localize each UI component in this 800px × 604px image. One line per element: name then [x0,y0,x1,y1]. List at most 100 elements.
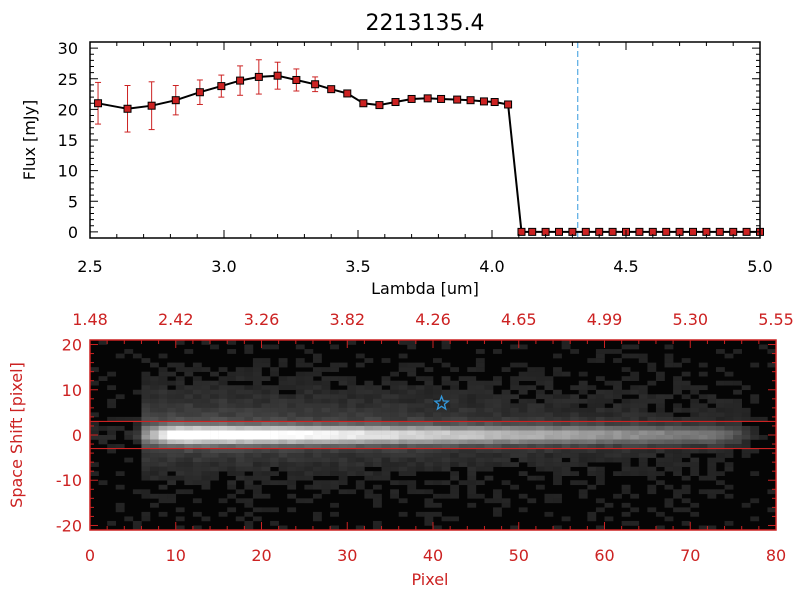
heatmap-cell [90,430,99,436]
heatmap-cell [252,407,262,413]
heatmap-cell [321,471,331,477]
heatmap-cell [141,403,151,409]
spectrum-y-label: Flux [mJy] [20,100,39,181]
heatmap-cell [287,385,297,391]
heatmap-cell [244,475,254,481]
source-star-icon [433,394,450,411]
heatmap-cell [150,380,159,386]
heatmap-cell [707,439,717,445]
heatmap-cell [715,457,725,463]
heatmap-cell [493,376,502,382]
heatmap-cell [175,416,185,422]
heatmap-cell [458,389,468,395]
heatmap-cell [655,525,665,531]
heatmap-cell [372,439,382,445]
spectrum-frame [89,41,761,239]
heatmap-cell [270,425,279,431]
y-tick-label: 0 [68,223,78,242]
heatmap-cell [707,398,717,404]
heatmap-cell [158,376,168,382]
heatmap-cell [372,394,382,400]
heatmap-cell [553,407,562,413]
heatmap-cell [355,389,365,395]
heatmap-cell [407,471,417,477]
heatmap-cell [381,435,391,440]
heatmap-cell [270,412,279,418]
heatmap-cell [553,398,562,404]
heatmap-cell [381,425,391,431]
pixel-tick-label: 50 [509,546,529,565]
heatmap-cell [424,367,434,372]
heatmap-cell [295,398,305,404]
heatmap-cell [587,430,597,436]
heatmap-cell [141,430,151,436]
heatmap-cell [561,344,571,350]
heatmap-cell [441,466,451,472]
heatmap-cell [535,367,545,372]
heatmap-cell [124,416,134,422]
heatmap-cell [175,340,185,345]
heatmap-cell [252,489,262,495]
heatmap-cell [355,362,365,368]
heatmap-cell [355,394,365,400]
heatmap-cell [595,448,605,454]
heatmap-cell [270,448,279,454]
heatmap-cell [270,480,279,486]
heatmap-cell [450,389,460,395]
heatmap-cell [407,484,417,490]
heatmap-cell [475,407,485,413]
heatmap-cell [107,398,117,404]
heatmap-cell [715,471,725,477]
heatmap-cell [664,457,674,463]
flux-point [147,101,156,110]
heatmap-cell [175,516,185,522]
y-tick-label: 5 [68,192,78,211]
heatmap-cell [184,349,194,354]
flux-point [453,95,462,104]
heatmap-cell [664,344,674,350]
heatmap-cell [553,444,562,449]
heatmap-cell [364,407,374,413]
heatmap-cell [192,403,202,409]
heatmap-cell [407,389,417,395]
heatmap-cell [312,407,322,413]
heatmap-cell [287,493,297,499]
heatmap-cell [304,453,314,458]
heatmap-cell [347,403,357,409]
heatmap-cell [424,502,434,508]
heatmap-cell [210,425,219,431]
heatmap-cell [321,444,331,449]
heatmap-cell [304,380,314,386]
shift-tick-label: -10 [56,471,82,490]
heatmap-cell [235,389,245,395]
heatmap-cell [321,462,331,467]
heatmap-cell [570,412,580,418]
heatmap-cell [415,398,425,404]
heatmap-cell [167,412,177,418]
heatmap-x-ticks: 0 10 20 30 40 50 60 70 80 [85,522,786,565]
heatmap-cell [132,353,142,359]
heatmap-cell [355,471,365,477]
heatmap-cell [673,385,682,391]
heatmap-cell [475,380,485,386]
heatmap-cell [270,385,279,391]
heatmap-cell [330,525,339,531]
heatmap-cell [655,407,665,413]
heatmap-cell [252,430,262,436]
heatmap-cell [287,416,297,422]
heatmap-cell [295,344,305,350]
heatmap-cell [184,385,194,391]
heatmap-cell [252,493,262,499]
heatmap-cell [647,475,657,481]
heatmap-cell [355,466,365,472]
heatmap-cell [252,398,262,404]
heatmap-cell [227,389,237,395]
heatmap-cell [501,403,511,409]
heatmap-cell [252,471,262,477]
heatmap-cell [510,394,520,400]
heatmap-cell [673,444,682,449]
heatmap-cell [690,412,700,418]
heatmap-cell [647,444,657,449]
heatmap-cell [278,453,288,458]
